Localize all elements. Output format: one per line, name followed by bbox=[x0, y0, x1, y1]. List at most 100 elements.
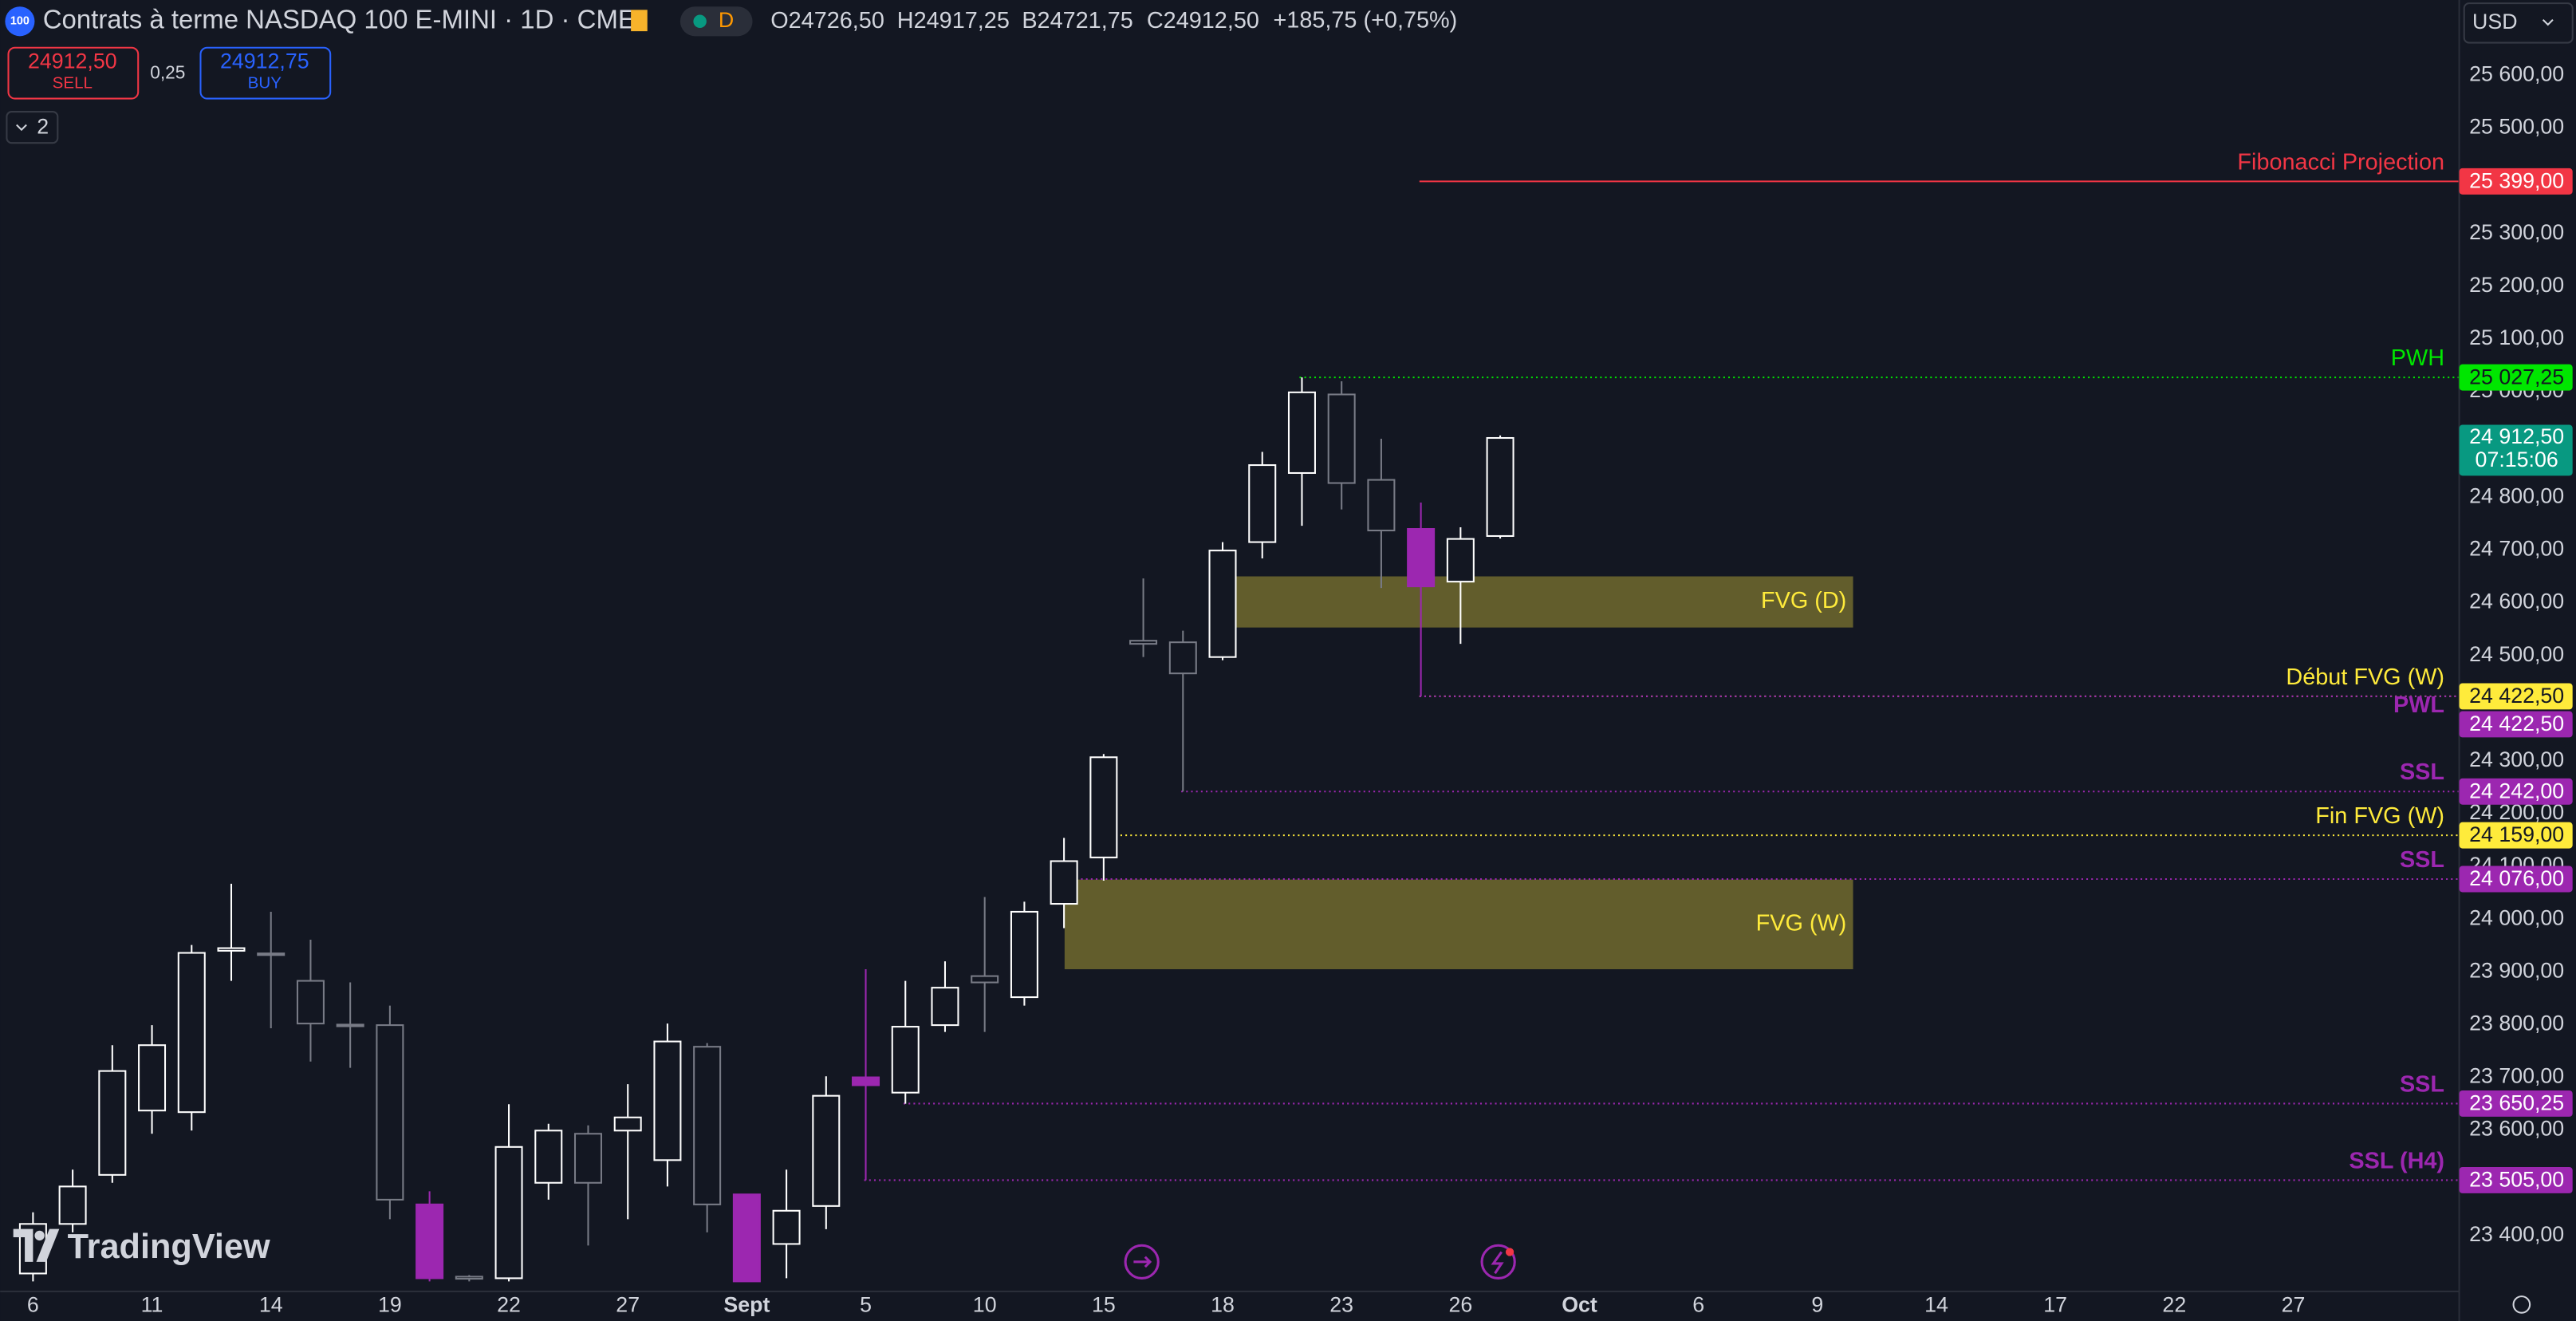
candle-body bbox=[1327, 393, 1356, 484]
y-tick-label: 24 600,00 bbox=[2469, 590, 2564, 613]
level-name: SSL bbox=[2400, 759, 2444, 785]
level-tag bbox=[2459, 711, 2573, 738]
logo-dot bbox=[34, 1230, 45, 1241]
candle-body bbox=[177, 952, 206, 1114]
candle-body bbox=[653, 1040, 682, 1161]
level-tag bbox=[2459, 778, 2573, 805]
sell-label: SELL bbox=[53, 73, 93, 92]
zone-label: FVG (W) bbox=[1756, 910, 1847, 936]
price-tags: 25 399,00 25 027,25 24 422,50 24 422,50 24 2… bbox=[2459, 168, 2573, 1193]
level-tag bbox=[2459, 683, 2573, 710]
candle-body bbox=[732, 1193, 761, 1283]
event-icon[interactable] bbox=[1124, 1244, 1160, 1280]
x-tick-label: Oct bbox=[1562, 1293, 1597, 1317]
flag-icon[interactable] bbox=[631, 10, 648, 32]
candle-body bbox=[1407, 528, 1436, 588]
x-tick-label: 10 bbox=[973, 1293, 997, 1317]
y-tick-label: 25 300,00 bbox=[2469, 220, 2564, 244]
low-label: B bbox=[1022, 7, 1037, 33]
y-tick-label: 24 700,00 bbox=[2469, 537, 2564, 561]
x-tick-label: 18 bbox=[1211, 1293, 1235, 1317]
countdown: 07:15:06 bbox=[2476, 448, 2558, 471]
ohlc-high: H24917,25 bbox=[897, 7, 1010, 33]
x-tick-label: 15 bbox=[1092, 1293, 1116, 1317]
chevron bbox=[2542, 18, 2554, 26]
symbol-icon[interactable] bbox=[5, 6, 35, 37]
candle-body bbox=[257, 952, 286, 956]
x-tick-label: 11 bbox=[141, 1293, 163, 1317]
buy-button[interactable] bbox=[199, 46, 332, 100]
x-tick-label: Sept bbox=[723, 1293, 770, 1317]
sell-price: 24912,50 bbox=[28, 49, 117, 73]
low-value: 24721,75 bbox=[1038, 7, 1133, 33]
candle-body bbox=[296, 980, 325, 1025]
candle-body bbox=[416, 1203, 444, 1280]
buy-label: BUY bbox=[248, 73, 282, 92]
event-glyph bbox=[1491, 1251, 1504, 1275]
market-status[interactable] bbox=[679, 6, 753, 37]
level-tag bbox=[2459, 364, 2573, 391]
currency-select[interactable] bbox=[2463, 2, 2574, 44]
candle-body bbox=[971, 975, 999, 984]
y-tick-label: 23 800,00 bbox=[2469, 1011, 2564, 1035]
candle-body bbox=[891, 1026, 920, 1094]
sell-button[interactable] bbox=[7, 46, 140, 100]
zone-label: FVG (D) bbox=[1761, 588, 1846, 613]
indicators-count: 2 bbox=[37, 115, 49, 139]
currency: USD bbox=[2472, 10, 2518, 34]
x-tick-label: 23 bbox=[1329, 1293, 1353, 1317]
open-label: O bbox=[770, 7, 788, 33]
candle-body bbox=[98, 1070, 127, 1176]
candle-body bbox=[58, 1185, 87, 1225]
candle-body bbox=[534, 1130, 563, 1184]
candle-body bbox=[1446, 538, 1475, 583]
candle-body bbox=[455, 1276, 483, 1280]
candle-body bbox=[1050, 860, 1078, 905]
interval-badge: D bbox=[719, 8, 734, 32]
high-label: H bbox=[897, 7, 914, 33]
y-tick-label: 23 400,00 bbox=[2469, 1222, 2564, 1246]
x-tick-label: 5 bbox=[860, 1293, 872, 1317]
buy-price: 24912,75 bbox=[220, 49, 309, 73]
indicators-toggle[interactable] bbox=[6, 111, 59, 144]
level-name: Fin FVG (W) bbox=[2315, 803, 2444, 829]
x-tick-label: 6 bbox=[1692, 1293, 1704, 1317]
ohlc-open: O24726,50 bbox=[770, 7, 884, 33]
change: +185,75 (+0,75%) bbox=[1273, 7, 1457, 33]
candle-body bbox=[336, 1023, 364, 1027]
status-dot bbox=[693, 14, 707, 29]
settings-icon[interactable] bbox=[2512, 1295, 2531, 1314]
candle-body bbox=[217, 947, 246, 952]
x-tick-label: 14 bbox=[259, 1293, 283, 1317]
level-value: 25 027,25 bbox=[2469, 365, 2564, 388]
chevron bbox=[16, 124, 27, 132]
level-value: 24 076,00 bbox=[2469, 866, 2564, 890]
x-tick-label: 9 bbox=[1811, 1293, 1823, 1317]
level-value: 24 422,50 bbox=[2469, 684, 2564, 708]
level-value: 25 399,00 bbox=[2469, 169, 2564, 193]
candle-body bbox=[573, 1133, 602, 1184]
level-name: SSL bbox=[2400, 1071, 2444, 1097]
watermark: TradingView bbox=[68, 1228, 270, 1266]
candle-body bbox=[1168, 641, 1197, 675]
level-name: SSL (H4) bbox=[2349, 1148, 2444, 1173]
y-tick-label: 23 900,00 bbox=[2469, 958, 2564, 982]
candle-body bbox=[494, 1146, 523, 1280]
logo-mark bbox=[13, 1228, 60, 1262]
event-icon[interactable] bbox=[1480, 1244, 1516, 1280]
level-value: 24 159,00 bbox=[2469, 822, 2564, 846]
y-tick-label: 25 200,00 bbox=[2469, 273, 2564, 297]
y-tick-label: 25 100,00 bbox=[2469, 325, 2564, 349]
high-value: 24917,25 bbox=[914, 7, 1010, 33]
level-name: SSL bbox=[2400, 847, 2444, 873]
x-tick-label: 27 bbox=[616, 1293, 640, 1317]
symbol-title[interactable]: Contrats à terme NASDAQ 100 E-MINI · 1D … bbox=[43, 4, 636, 34]
level-name: PWH bbox=[2391, 345, 2444, 371]
last-price: 24 912,50 bbox=[2469, 424, 2564, 448]
last-price-tag bbox=[2459, 424, 2573, 476]
y-tick-label: 24 500,00 bbox=[2469, 642, 2564, 666]
close-label: C bbox=[1147, 7, 1164, 33]
event-dot bbox=[1505, 1248, 1514, 1256]
